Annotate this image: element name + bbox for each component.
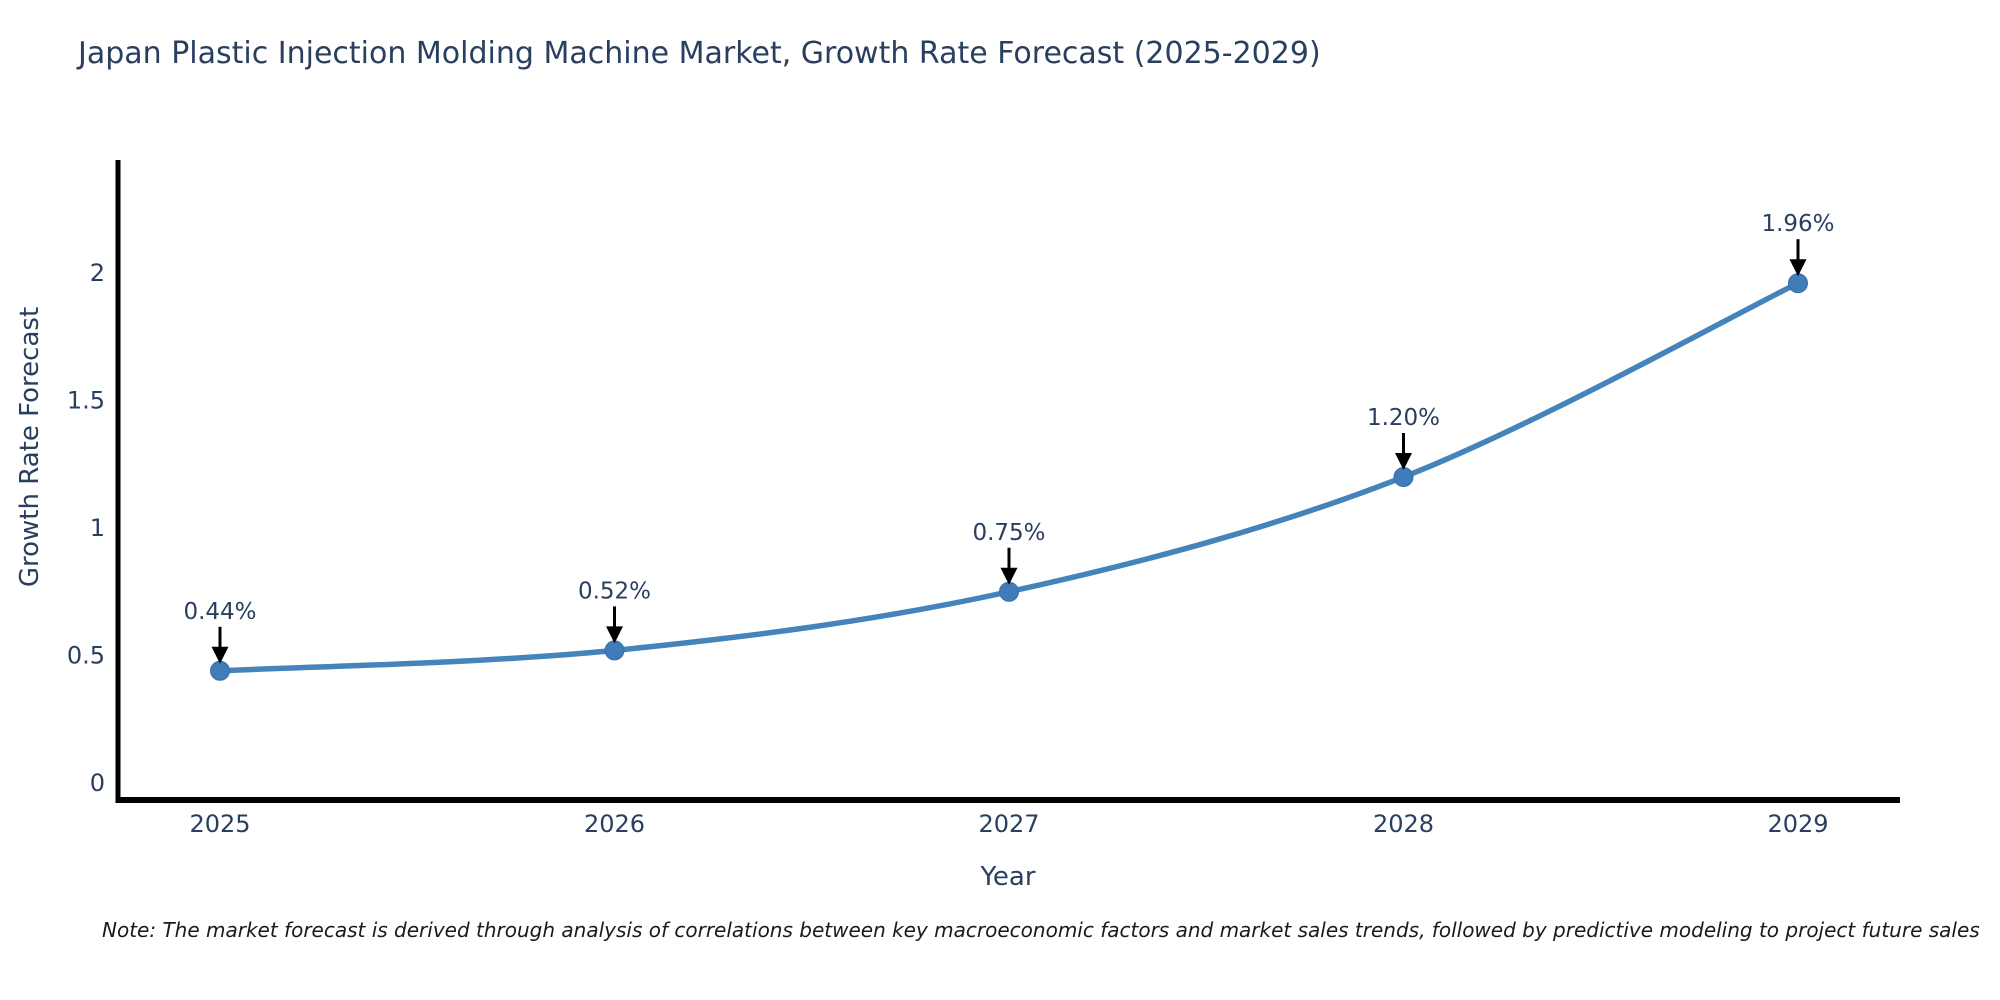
x-tick-label: 2026	[584, 810, 645, 838]
annotation-label: 0.52%	[578, 578, 651, 604]
y-tick-label: 2	[90, 259, 105, 287]
annotation-arrowhead	[1000, 567, 1018, 585]
x-tick-label: 2025	[189, 810, 250, 838]
annotation-label: 1.96%	[1761, 211, 1834, 237]
y-tick-label: 0	[90, 769, 105, 797]
data-point	[210, 660, 230, 681]
y-axis-title: Growth Rate Forecast	[15, 306, 45, 588]
data-point	[999, 581, 1019, 602]
x-tick-label: 2029	[1767, 810, 1828, 838]
y-tick-label: 0.5	[67, 642, 105, 670]
annotation-arrowhead	[1789, 259, 1807, 277]
annotation-arrowhead	[606, 626, 623, 644]
forecast-line	[217, 280, 1801, 674]
x-tick-label: 2027	[978, 810, 1039, 838]
y-tick-label: 1.5	[67, 387, 105, 415]
data-point	[604, 640, 625, 661]
data-point	[1393, 467, 1414, 487]
chart-title: Japan Plastic Injection Molding Machine …	[78, 36, 1321, 71]
annotation-label: 0.44%	[183, 599, 256, 625]
data-point	[1788, 273, 1808, 294]
annotation-label: 1.20%	[1367, 405, 1440, 431]
footnote: Note: The market forecast is derived thr…	[102, 918, 1980, 942]
annotation-arrowhead	[211, 646, 229, 664]
x-axis-title: Year	[980, 862, 1036, 892]
annotation-arrowhead	[1395, 453, 1412, 470]
annotation-label: 0.75%	[972, 520, 1045, 546]
x-tick-label: 2028	[1373, 810, 1434, 838]
y-tick-label: 1	[90, 514, 105, 542]
